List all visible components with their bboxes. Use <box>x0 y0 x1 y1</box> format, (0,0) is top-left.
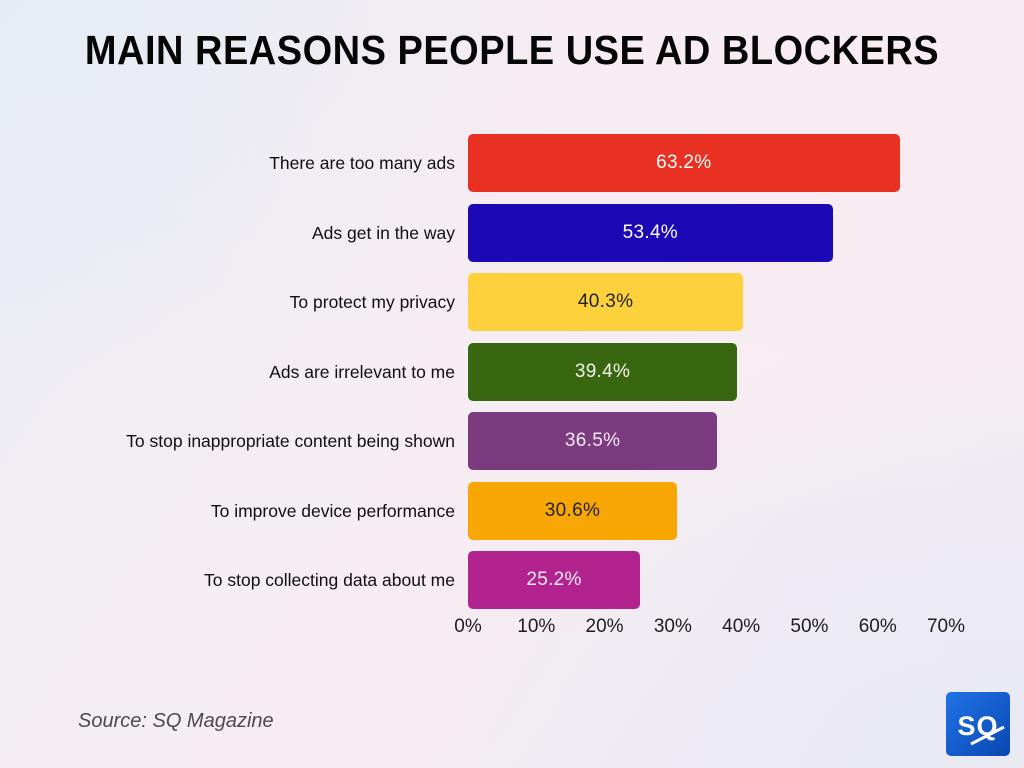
bar-row: Ads are irrelevant to me 39.4% <box>0 342 1024 401</box>
bar: 36.5% <box>468 412 718 470</box>
bar-row: Ads get in the way 53.4% <box>0 203 1024 262</box>
bar-row: To stop inappropriate content being show… <box>0 412 1024 470</box>
source-caption: Source: SQ Magazine <box>78 710 274 732</box>
bar-row: To protect my privacy 40.3% <box>0 273 1024 331</box>
x-tick-label: 70% <box>926 616 966 637</box>
x-tick-label: 20% <box>585 616 624 637</box>
bar: 25.2% <box>468 551 641 609</box>
x-tick-label: 60% <box>858 616 897 637</box>
x-tick-label: 0% <box>454 616 482 637</box>
category-label: Ads get in the way <box>312 222 455 243</box>
bar: 30.6% <box>468 481 677 540</box>
category-label: To protect my privacy <box>289 292 455 312</box>
logo-q-slash <box>970 725 1005 746</box>
value-label: 40.3% <box>577 291 634 312</box>
value-label: 63.2% <box>656 152 712 173</box>
sq-logo: SQ <box>946 692 1010 756</box>
bar: 40.3% <box>468 273 744 331</box>
x-tick-label: 10% <box>517 616 556 637</box>
bar: 39.4% <box>468 342 738 401</box>
logo-background <box>946 692 1010 756</box>
value-label: 25.2% <box>526 569 582 590</box>
bar-row: There are too many ads 63.2% <box>0 134 1024 192</box>
x-tick-label: 50% <box>790 616 829 637</box>
bar-row: To stop collecting data about me 25.2% <box>0 551 1024 609</box>
category-label: There are too many ads <box>269 153 455 173</box>
x-tick-label: 40% <box>722 616 761 637</box>
chart-title: MAIN REASONS PEOPLE USE AD BLOCKERS <box>84 28 940 74</box>
logo-text: SQ <box>957 711 998 741</box>
bar: 53.4% <box>468 203 833 262</box>
value-label: 36.5% <box>564 430 621 451</box>
value-label: 30.6% <box>544 499 601 521</box>
value-label: 53.4% <box>622 221 678 243</box>
category-label: To stop collecting data about me <box>204 570 455 590</box>
category-label: To stop inappropriate content being show… <box>126 431 455 451</box>
category-label: To improve device performance <box>210 500 455 521</box>
bar: 63.2% <box>468 134 900 192</box>
value-label: 39.4% <box>574 360 631 382</box>
x-tick-label: 30% <box>653 616 692 637</box>
category-label: Ads are irrelevant to me <box>269 361 455 382</box>
bar-row: To improve device performance 30.6% <box>0 481 1024 540</box>
